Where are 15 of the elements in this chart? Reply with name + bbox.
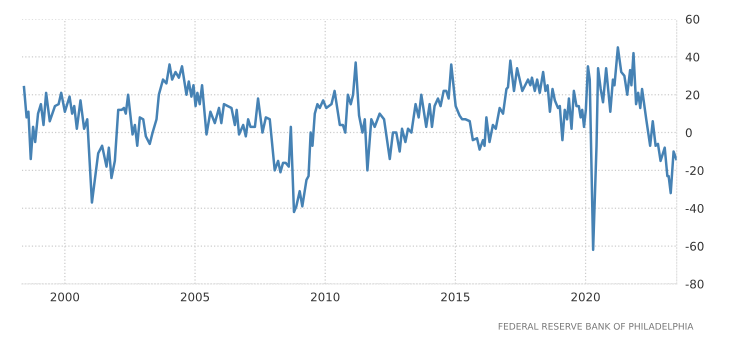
x-tick-label: 2015 bbox=[441, 292, 470, 302]
y-tick-label: 40 bbox=[686, 52, 700, 62]
y-tick-label: -80 bbox=[686, 280, 704, 289]
y-tick-label: 0 bbox=[686, 128, 692, 138]
x-tick-label: 2020 bbox=[571, 292, 600, 302]
x-tick-label: 2000 bbox=[50, 292, 80, 302]
x-tick-label: 2005 bbox=[180, 292, 210, 302]
y-tick-label: -60 bbox=[686, 242, 704, 251]
y-tick-label: 60 bbox=[686, 14, 700, 24]
text: FEDERAL RESERVE BANK OF PHILADELPHIA bbox=[498, 322, 694, 330]
line-series bbox=[22, 46, 677, 252]
y-tick-label: -40 bbox=[686, 204, 704, 213]
x-tick-label: 2010 bbox=[311, 292, 340, 302]
y-tick-label: -20 bbox=[686, 166, 704, 176]
y-tick-label: 20 bbox=[686, 90, 700, 100]
